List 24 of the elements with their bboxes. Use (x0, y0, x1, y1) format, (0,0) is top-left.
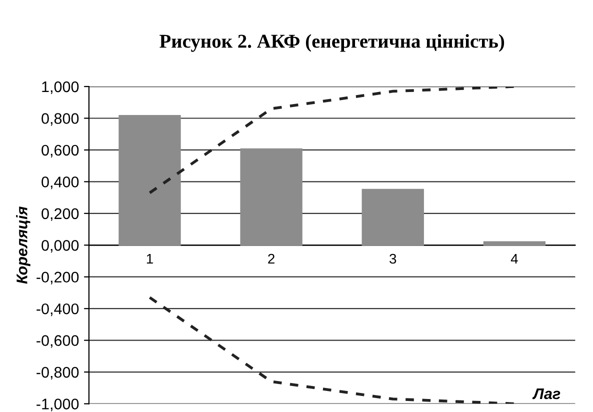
y-tick-label: 1,000 (42, 81, 79, 94)
y-tick-label: 0,800 (42, 113, 79, 126)
y-tick-label: -0,400 (36, 303, 79, 316)
line-series (148, 296, 516, 404)
x-tick-label: 4 (510, 254, 518, 264)
y-tick-label: -1,000 (36, 398, 79, 412)
x-tick-label: 1 (146, 254, 153, 264)
y-tick-label: 0,400 (42, 176, 79, 190)
y-tick-label: 0,600 (42, 144, 79, 158)
bar (362, 188, 424, 246)
chart-title: Рисунок 2. АКФ (енергетична цінність) (160, 34, 504, 52)
y-tick-label: 0,000 (42, 240, 79, 253)
x-tick-label: 2 (268, 254, 274, 264)
bar (118, 115, 181, 246)
y-tick-label: -0,600 (36, 335, 79, 348)
y-axis-title: Кореляція (16, 206, 30, 284)
line-series (148, 86, 516, 194)
bar (240, 148, 302, 246)
x-tick-label: 3 (390, 254, 396, 264)
y-tick-label: -0,800 (36, 366, 79, 380)
x-axis-title: Лаг (532, 388, 560, 400)
bar (483, 241, 546, 246)
y-tick-label: -0,200 (36, 272, 79, 284)
y-tick-label: 0,200 (42, 208, 79, 221)
